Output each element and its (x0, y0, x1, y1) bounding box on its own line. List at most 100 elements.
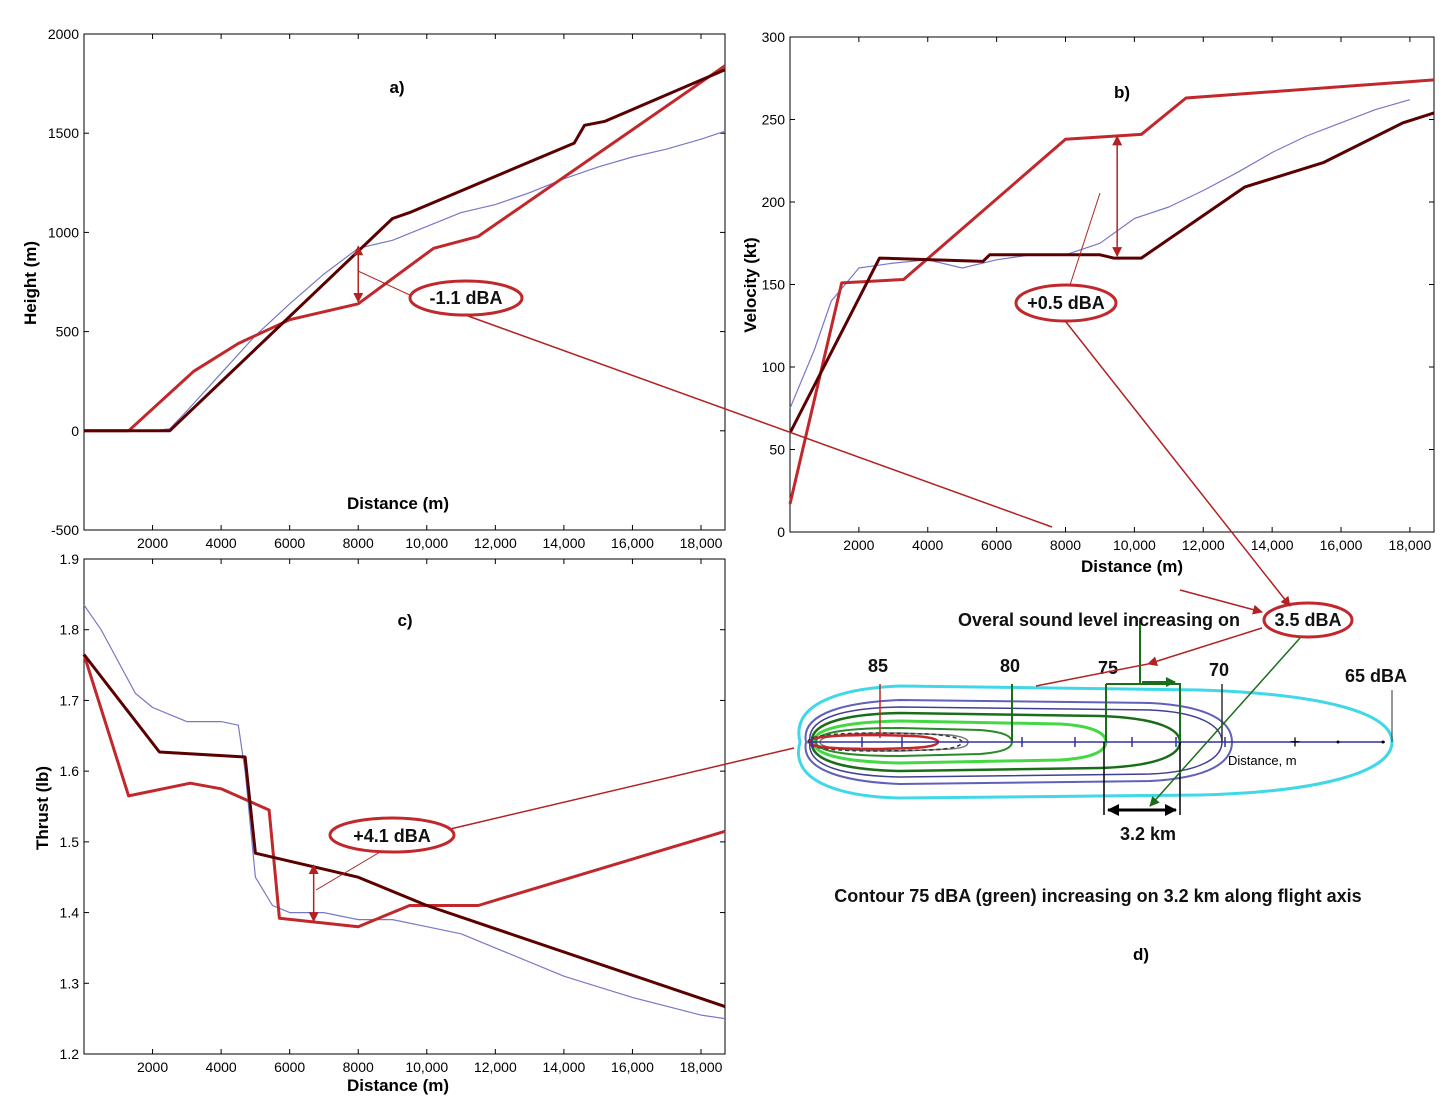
x-tick-label: 10,000 (405, 1059, 448, 1075)
x-tick-label: 12,000 (474, 535, 517, 551)
y-tick-label: 250 (762, 112, 786, 128)
x-tick-label: 4000 (206, 1059, 237, 1075)
arrow-from-75 (1147, 627, 1263, 667)
y-tick-label: 1.9 (60, 551, 80, 567)
y-tick-label: 1.4 (60, 905, 80, 921)
callout-label-c: +4.1 dBA (353, 826, 431, 846)
callout-ellipse-a (408, 279, 524, 317)
x-tick-label: 12,000 (474, 1059, 517, 1075)
arrow-from-75-tail (1035, 663, 1149, 687)
level-85-label: 85 (868, 656, 888, 676)
x-tick-label: 14,000 (542, 535, 585, 551)
plot-frame (83, 33, 726, 531)
x-tick-label: 14,000 (542, 1059, 585, 1075)
callout-leader-c (315, 851, 381, 891)
x-tick-label: 16,000 (1320, 537, 1363, 553)
callout-ellipse-c (328, 816, 456, 854)
x-tick-label: 12,000 (1182, 537, 1225, 553)
x-tick-label: 18,000 (1388, 537, 1431, 553)
panel-label-d: d) (1133, 945, 1149, 964)
overall-value: 3.5 dBA (1274, 610, 1341, 630)
y-tick-label: 1000 (48, 224, 79, 240)
callout-label-b: +0.5 dBA (1027, 293, 1105, 313)
x-tick-label: 6000 (981, 537, 1012, 553)
axis-dot (1381, 740, 1385, 744)
y-tick-label: 1.3 (60, 975, 80, 991)
level-70-label: 70 (1209, 660, 1229, 680)
y-tick-label: 300 (762, 29, 786, 45)
panel-label: a) (389, 78, 404, 97)
series-line-optimized (788, 78, 1435, 505)
level-65-label: 65 dBA (1345, 666, 1407, 686)
chart-thrust: 2000 4000 6000 8000 10,000 12,000 14,000 16,000… (33, 551, 726, 1095)
noise-contour-map: + Distance, m 85 80 75 70 65 dBA 3.2 km … (797, 589, 1407, 964)
x-tick-label: 2000 (843, 537, 874, 553)
level-80-label: 80 (1000, 656, 1020, 676)
y-tick-label: 1.2 (60, 1046, 80, 1062)
x-tick-label: 4000 (206, 535, 237, 551)
level-75-label: 75 (1098, 658, 1118, 678)
series-group (84, 64, 726, 433)
y-axis: 0 50 100 150 200 250 300 (762, 29, 1434, 540)
axis-plus-marker: + (1290, 732, 1301, 752)
y-tick-label: 1.5 (60, 834, 80, 850)
x-tick-label: 6000 (274, 1059, 305, 1075)
y-tick-label: 0 (71, 423, 79, 439)
x-tick-label: 2000 (137, 1059, 168, 1075)
y-tick-label: 100 (762, 359, 786, 375)
y-tick-label: 1500 (48, 125, 79, 141)
y-axis: 1.2 1.3 1.4 1.5 1.6 1.7 1.8 1.9 (60, 551, 725, 1062)
x-tick-label: 18,000 (680, 1059, 723, 1075)
series-line-baseline (788, 111, 1435, 434)
callout-label-a: -1.1 dBA (429, 288, 502, 308)
x-tick-label: 18,000 (680, 535, 723, 551)
x-tick-label: 8000 (1050, 537, 1081, 553)
series-line-measured (83, 604, 726, 1020)
x-axis-label: Distance (m) (1081, 557, 1183, 576)
green-bracket (1106, 683, 1181, 742)
x-tick-label: 8000 (343, 1059, 374, 1075)
callout-line-c (445, 747, 795, 831)
callout-line-b (1065, 321, 1291, 607)
arrow-to-overall (1179, 589, 1263, 615)
series-line-baseline (82, 653, 726, 1009)
y-axis-label: Height (m) (21, 241, 40, 325)
plot-frame (789, 36, 1435, 533)
series-line-optimized (84, 64, 726, 433)
overall-text: Overal sound level increasing on (958, 610, 1240, 630)
axis-dot (1336, 740, 1340, 744)
series-line-measured (84, 130, 726, 432)
callouts: -1.1 dBA +0.5 dBA +4.1 dBA (315, 192, 1291, 891)
x-axis-label: Distance (m) (347, 494, 449, 513)
chart-height: 2000 4000 6000 8000 10,000 12,000 14,000 16,000… (21, 26, 726, 551)
arrow-to-span (1149, 637, 1301, 807)
series-line-optimized (82, 654, 726, 929)
panel-label: c) (397, 611, 412, 630)
y-tick-label: 50 (769, 442, 785, 458)
panel-label: b) (1114, 83, 1130, 102)
x-tick-label: 14,000 (1251, 537, 1294, 553)
plot-frame (83, 558, 726, 1055)
series-line-baseline (84, 68, 726, 433)
y-tick-label: 1.8 (60, 622, 80, 638)
contour-axis-label: Distance, m (1228, 753, 1297, 768)
y-axis-label: Velocity (kt) (741, 237, 760, 332)
x-tick-label: 8000 (343, 535, 374, 551)
x-axis-label: Distance (m) (347, 1076, 449, 1095)
span-label: 3.2 km (1120, 824, 1176, 844)
y-tick-label: 200 (762, 194, 786, 210)
callout-ellipse-b (1014, 283, 1118, 323)
y-tick-label: 150 (762, 277, 786, 293)
chart-velocity: 2000 4000 6000 8000 10,000 12,000 14,000 16,000… (741, 29, 1435, 576)
x-tick-label: 10,000 (405, 535, 448, 551)
x-tick-label: 10,000 (1113, 537, 1156, 553)
callout-leader-b (1069, 192, 1101, 286)
y-axis-label: Thrust (lb) (33, 766, 52, 850)
y-tick-label: 500 (56, 324, 80, 340)
x-tick-label: 4000 (912, 537, 943, 553)
series-line-measured (789, 99, 1411, 409)
y-tick-label: -500 (51, 522, 79, 538)
callout-line-a (467, 315, 1053, 528)
overall-ellipse (1262, 601, 1354, 639)
